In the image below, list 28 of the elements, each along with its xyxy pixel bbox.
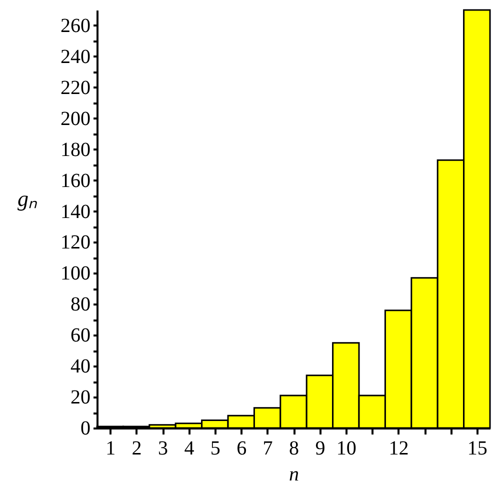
y-tick-label: 100 bbox=[60, 262, 90, 285]
y-tick-label: 140 bbox=[60, 200, 90, 223]
y-tick-label: 20 bbox=[70, 386, 90, 409]
x-tick-label: 4 bbox=[184, 438, 194, 460]
x-tick-label: 10 bbox=[336, 438, 356, 460]
x-tick-label: 8 bbox=[289, 438, 299, 460]
x-tick-label: 1 bbox=[106, 438, 116, 460]
y-tick-label: 60 bbox=[70, 324, 90, 347]
y-tick-label: 260 bbox=[60, 14, 90, 37]
x-tick-label: 2 bbox=[132, 438, 142, 460]
y-tick-label: 120 bbox=[60, 232, 90, 254]
x-tick-label: 6 bbox=[236, 438, 247, 460]
y-tick-label: 180 bbox=[60, 138, 90, 161]
y-tick-label: 240 bbox=[60, 46, 90, 68]
x-tick-label: 3 bbox=[158, 438, 168, 460]
x-tick-label: 9 bbox=[315, 438, 326, 460]
x-axis-title: n bbox=[289, 464, 299, 486]
y-tick-label: 220 bbox=[60, 76, 90, 99]
y-tick-label: 40 bbox=[70, 356, 90, 378]
x-tick-label: 15 bbox=[467, 438, 488, 460]
y-tick-label: 200 bbox=[60, 108, 90, 130]
x-tick-label: 12 bbox=[388, 438, 409, 460]
y-tick-label: 160 bbox=[60, 170, 90, 192]
y-tick-label: 80 bbox=[70, 294, 90, 316]
x-tick-label: 5 bbox=[210, 438, 220, 460]
x-tick-label: 7 bbox=[262, 438, 273, 460]
y-tick-label: 0 bbox=[80, 418, 90, 440]
y-axis-title: gₙ bbox=[18, 186, 38, 212]
